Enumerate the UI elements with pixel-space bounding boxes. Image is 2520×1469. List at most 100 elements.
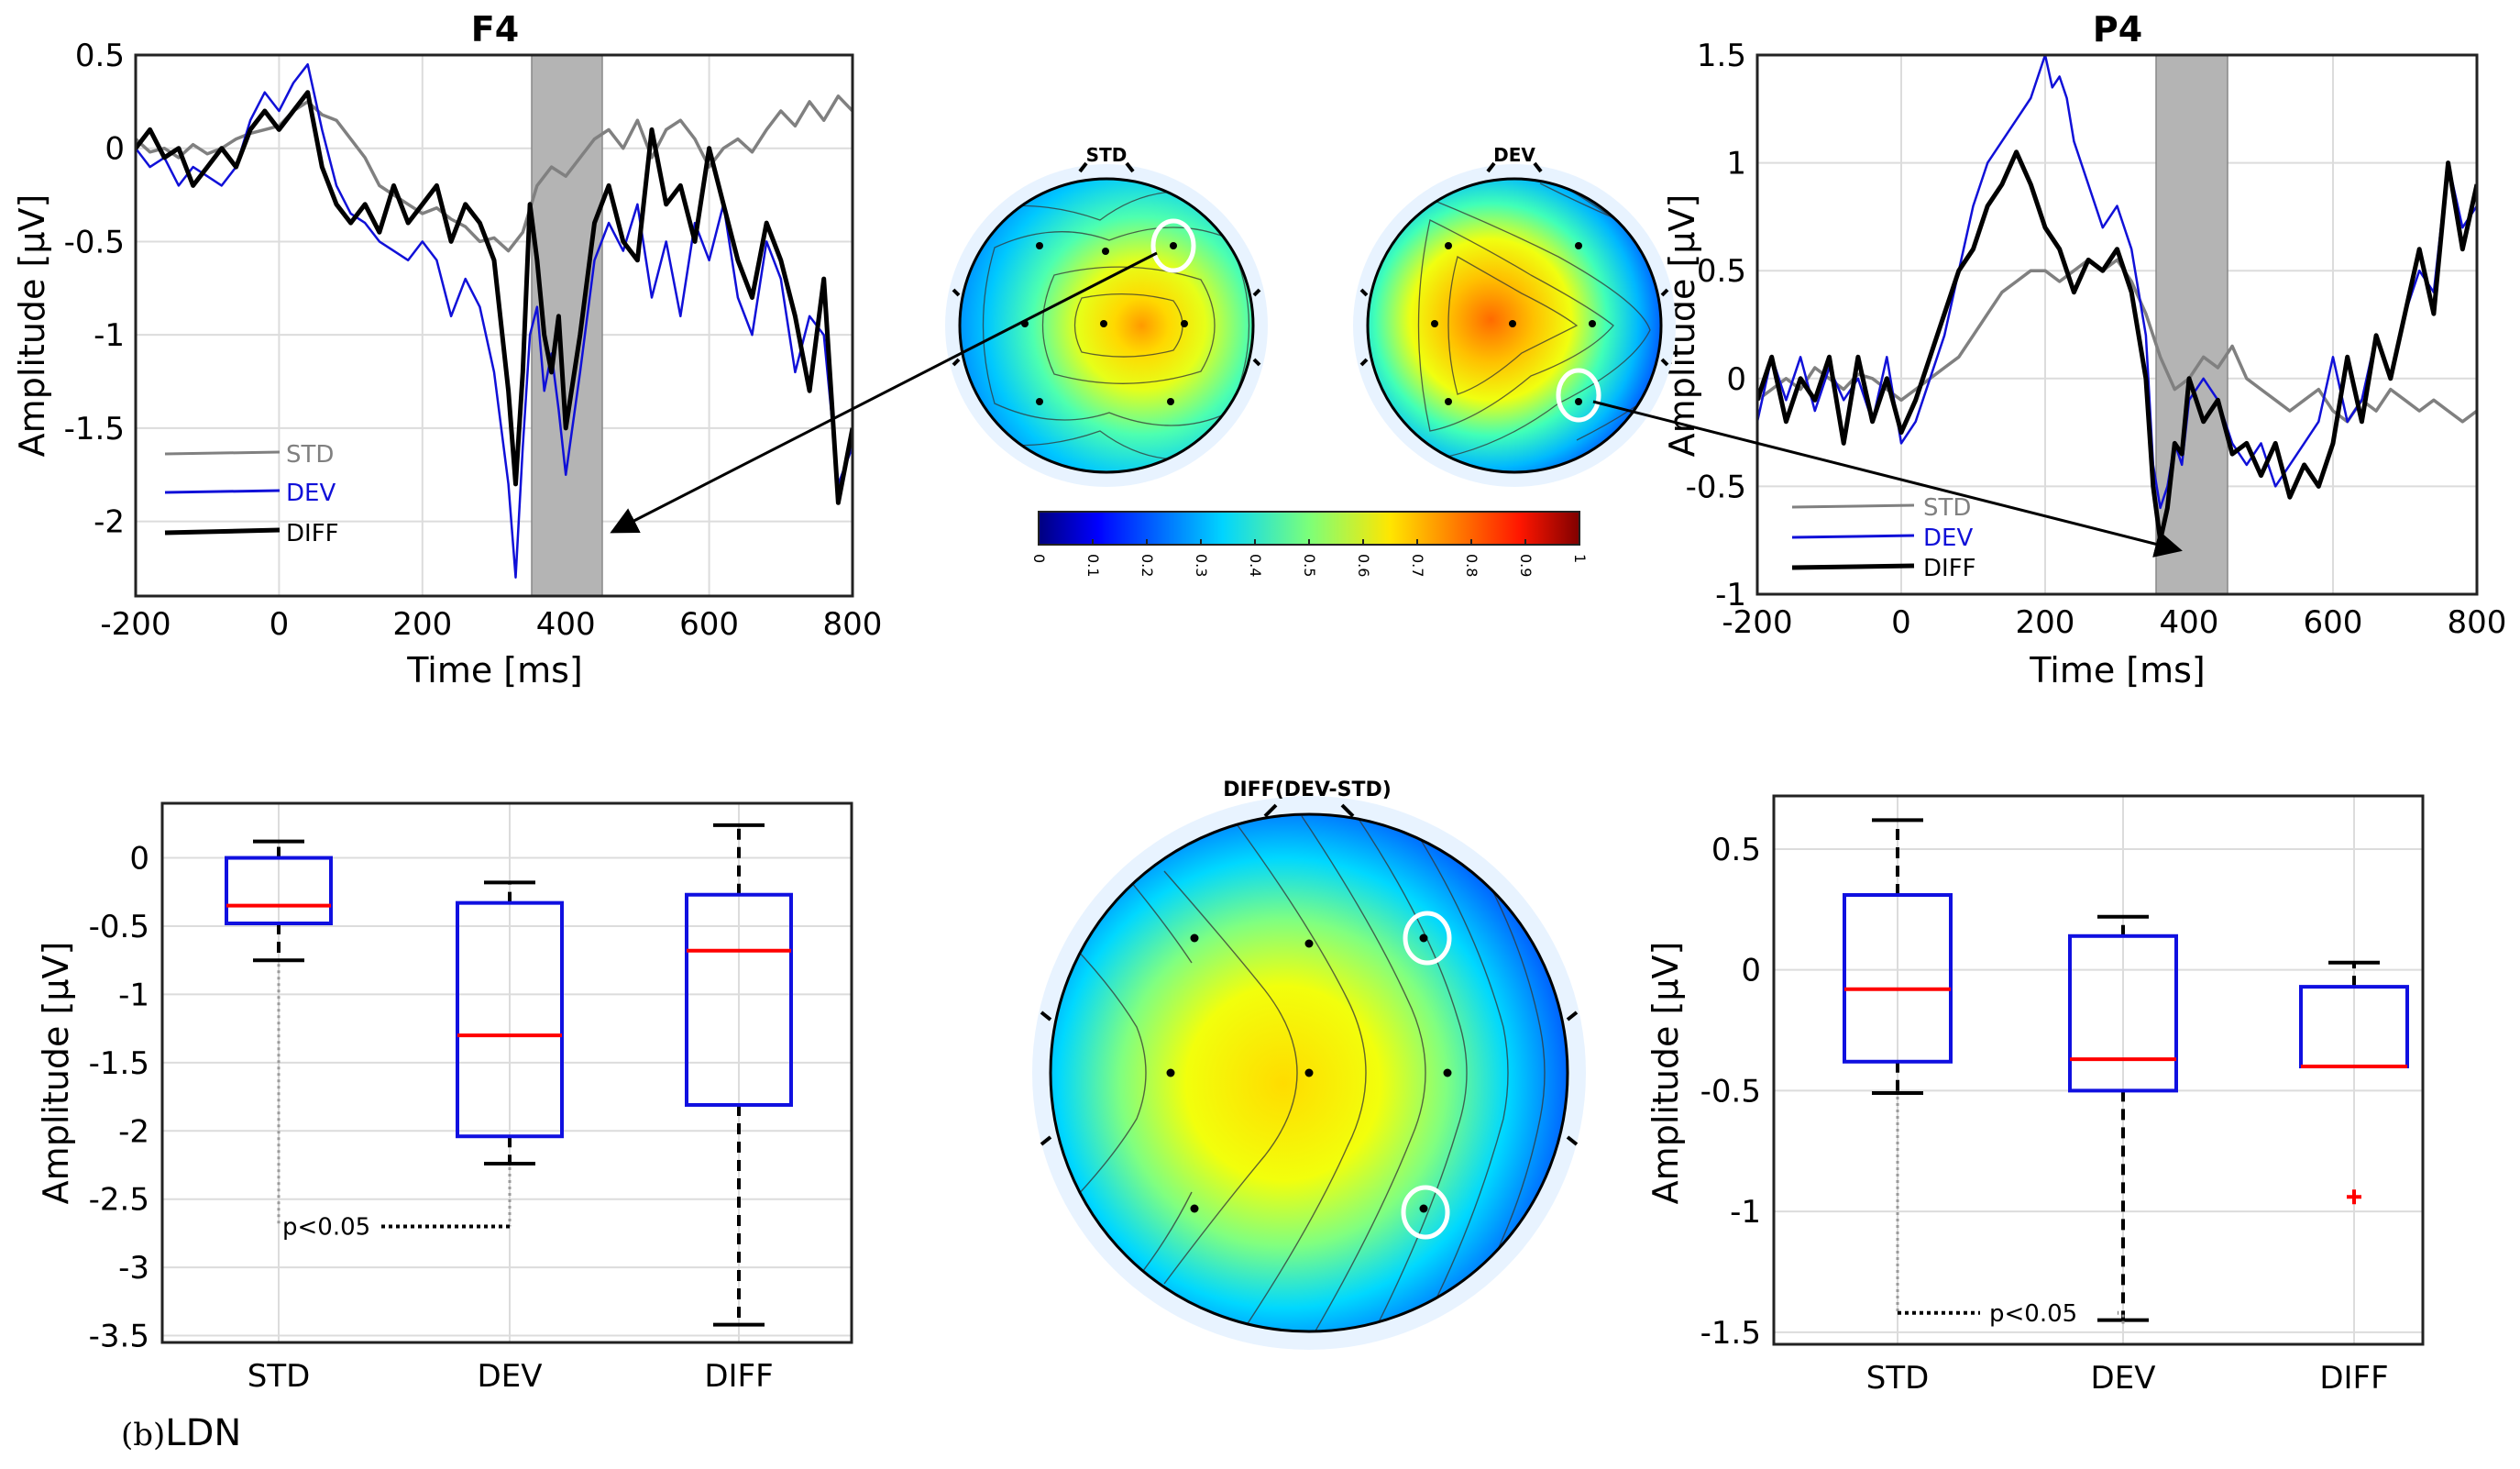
f4-legend-diff-line [164, 527, 281, 536]
p4-ytick-label: 1.5 [1697, 38, 1746, 74]
topo-diff-contours [1053, 815, 1546, 1331]
p4-ytick-label: 0 [1726, 361, 1746, 398]
boxp4-outlier [2347, 1189, 2361, 1205]
boxf4-ytick-label: 0 [129, 841, 149, 878]
topo-std-nose [1078, 161, 1135, 173]
boxf4-ytick-label: -3.5 [89, 1319, 149, 1355]
colorbar-tick-label: 0.8 [1463, 554, 1480, 577]
p4-xtick-label: 400 [2160, 604, 2219, 641]
p4-title: P4 [2093, 9, 2142, 50]
p4-xlabel: Time [ms] [2029, 650, 2206, 690]
f4-ytick-label: 0.5 [75, 38, 125, 74]
box-p4-boxes [1843, 818, 2409, 1324]
f4-legend: STD DEV DIFF [164, 441, 339, 547]
p4-line-diff [1757, 149, 2477, 543]
boxp4-box-std [1843, 893, 1953, 1064]
f4-xtick-label: 0 [270, 606, 290, 643]
topo-diff-title: DIFF(DEV-STD) [1223, 779, 1392, 801]
p4-xtick-label: 200 [2016, 604, 2075, 641]
f4-xlabel: Time [ms] [406, 650, 583, 690]
p4-legend-std: STD [1923, 494, 1971, 522]
f4-xtick-label: 800 [823, 606, 883, 643]
topo-diff: DIFF(DEV-STD) [1032, 779, 1586, 1350]
boxf4-box-dev [456, 900, 564, 1139]
colorbar: 0 0.1 0.2 0.3 0.4 0.5 0.6 0.7 0.8 0.9 1 [1030, 511, 1589, 577]
topo-std-outline [958, 177, 1255, 474]
f4-series [136, 62, 853, 579]
p4-ticks: -200 0 200 400 600 800 1.5 1 0.5 0 -0.5 -1 [1686, 38, 2507, 641]
topo-std-highlight [1150, 218, 1196, 273]
colorbar-tick-label: 0.1 [1084, 554, 1102, 577]
boxp4-ytick-label: 0 [1741, 953, 1761, 989]
boxp4-xtick-label: DEV [2091, 1360, 2156, 1397]
p4-ytick-label: -1 [1715, 577, 1746, 613]
topo-diff-electrodes [1166, 933, 1452, 1213]
boxf4-ytick-label: -2 [118, 1113, 149, 1150]
p4-line-dev [1757, 55, 2477, 510]
topo-std-left-ear [952, 288, 961, 367]
f4-xtick-label: 400 [536, 606, 596, 643]
f4-line-diff [136, 90, 853, 505]
boxp4-ytick-label: -1.5 [1700, 1315, 1761, 1352]
box-p4-ticks: STD DEV DIFF 0.5 0 -0.5 -1 -1.5 [1700, 832, 2389, 1397]
colorbar-ticks: 0 0.1 0.2 0.3 0.4 0.5 0.6 0.7 0.8 0.9 1 [1030, 539, 1589, 577]
topo-diff-nose [1263, 803, 1355, 818]
colorbar-tick-label: 0.3 [1193, 554, 1210, 577]
topo-dev-highlight [1556, 368, 1601, 423]
p4-legend-diff-line [1791, 563, 1915, 570]
f4-legend-dev-line [164, 489, 281, 494]
boxf4-ytick-label: -1 [118, 977, 149, 1013]
p4-ytick-label: 1 [1726, 146, 1746, 182]
topo-std-electrodes [1021, 242, 1188, 405]
boxf4-xtick-label: DEV [478, 1358, 543, 1395]
f4-axes-frame [134, 53, 854, 598]
colorbar-tick-label: 0.5 [1301, 554, 1318, 577]
f4-ylabel: Amplitude [µV] [12, 194, 52, 458]
box-f4-significance: p<0.05 [282, 1213, 370, 1241]
f4-xtick-label: -200 [100, 606, 171, 643]
boxf4-ytick-label: -0.5 [89, 909, 149, 945]
p4-xtick-label: 0 [1891, 604, 1911, 641]
f4-line-dev [136, 62, 853, 579]
boxp4-xtick-label: DIFF [2319, 1360, 2388, 1397]
f4-ticks: -200 0 200 400 600 800 0.5 0 -0.5 -1 -1.5 -2 [64, 38, 883, 643]
topo-diff-outline [1049, 812, 1569, 1333]
f4-title: F4 [471, 9, 519, 50]
f4-line-chart: F4 -200 0 200 400 600 800 0.5 0 -0.5 -1 -1.5 -2 Tim… [12, 9, 882, 690]
p4-xtick-label: -200 [1722, 604, 1792, 641]
colorbar-tick-label: 0 [1030, 554, 1048, 563]
topo-dev-title: DEV [1493, 144, 1535, 166]
topo-dev: DEV [1353, 144, 1676, 487]
f4-ytick-label: 0 [105, 131, 125, 168]
boxp4-xtick-label: STD [1866, 1360, 1930, 1397]
topo-diff-highlight-upper [1403, 911, 1452, 966]
p4-line-chart: P4 -200 0 200 400 600 800 1.5 1 0.5 0 -0.5 -1 Time … [1662, 9, 2506, 690]
topo-dev-left-ear [1359, 288, 1369, 367]
box-p4-significance: p<0.05 [1989, 1300, 2077, 1328]
p4-legend-dev: DEV [1923, 525, 1973, 552]
colorbar-tick-label: 0.9 [1517, 554, 1535, 577]
caption-text: LDN [165, 1412, 242, 1454]
figure-caption: (b)LDN [121, 1412, 241, 1454]
p4-axes-frame [1755, 53, 2479, 596]
f4-xtick-label: 200 [392, 606, 452, 643]
colorbar-tick-label: 0.7 [1409, 554, 1426, 577]
f4-ytick-label: -1.5 [64, 411, 125, 447]
boxf4-xtick-label: DIFF [704, 1358, 773, 1395]
boxf4-ytick-label: -3 [118, 1250, 149, 1287]
p4-ytick-label: -0.5 [1686, 469, 1746, 505]
p4-series [1757, 55, 2477, 543]
f4-legend-diff: DIFF [286, 520, 339, 547]
box-p4-ylabel: Amplitude [µV] [1645, 942, 1686, 1205]
boxf4-box-diff [685, 892, 793, 1107]
boxf4-box-std [225, 856, 333, 925]
p4-legend: STD DEV DIFF [1791, 494, 1976, 582]
p4-ytick-label: 0.5 [1697, 253, 1746, 290]
box-f4-chart: STD DEV DIFF 0 -0.5 -1 -1.5 -2 -2.5 -3 -3.5 Amplit… [36, 801, 853, 1395]
topo-std-right-ear [1252, 288, 1261, 367]
f4-ytick-label: -0.5 [64, 224, 125, 260]
arrow-dev-to-p4 [1592, 400, 2183, 558]
p4-grid [1756, 54, 2478, 595]
